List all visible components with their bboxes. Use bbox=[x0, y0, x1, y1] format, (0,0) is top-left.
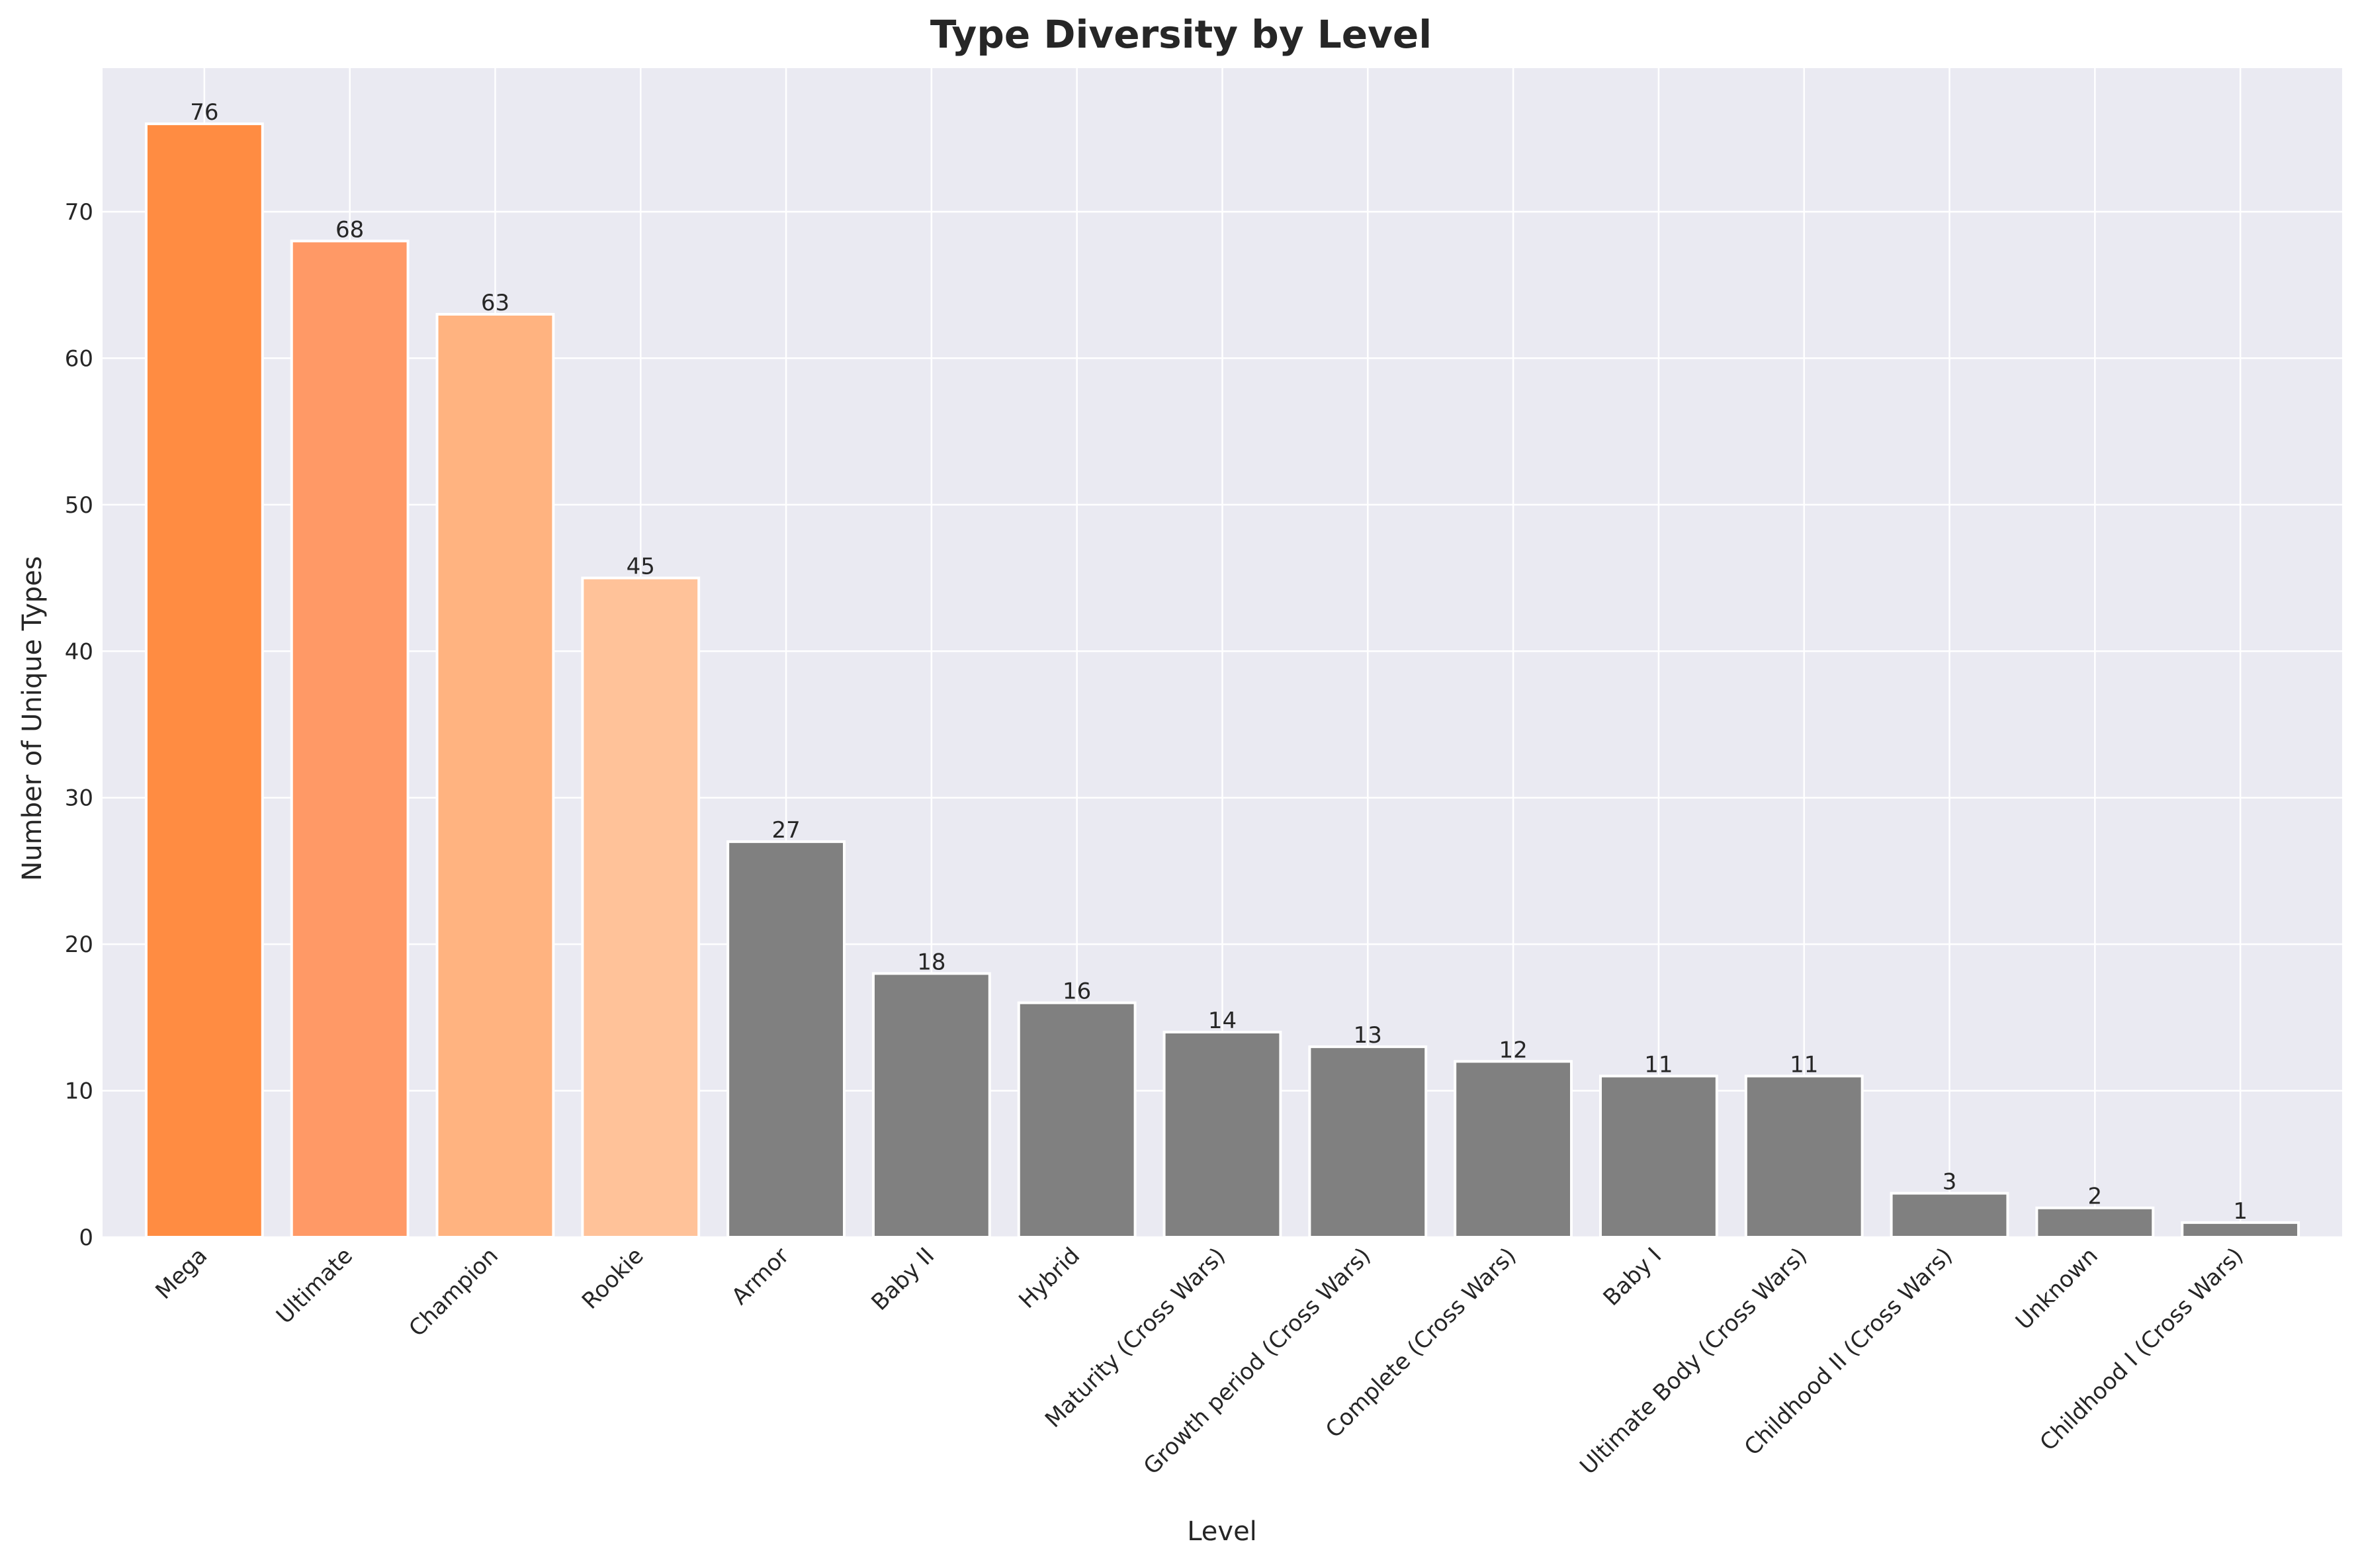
bar-complete-cross-wars bbox=[1454, 1060, 1573, 1239]
x-tick-label: Armor bbox=[726, 1242, 794, 1310]
x-tick-label: Baby II bbox=[866, 1242, 940, 1316]
y-tick-label: 50 bbox=[65, 492, 93, 519]
bar-rookie bbox=[581, 576, 701, 1239]
y-tick-label: 10 bbox=[65, 1078, 93, 1105]
bar-value-label: 27 bbox=[771, 817, 800, 844]
x-tick-label: Champion bbox=[404, 1242, 503, 1342]
bar-value-label: 18 bbox=[917, 949, 945, 975]
y-tick-label: 60 bbox=[65, 345, 93, 372]
bar-value-label: 76 bbox=[190, 99, 218, 126]
bar-value-label: 3 bbox=[1943, 1169, 1957, 1196]
y-tick-label: 70 bbox=[65, 199, 93, 226]
bar-value-label: 45 bbox=[627, 554, 655, 580]
bar-value-label: 63 bbox=[481, 290, 509, 316]
bar-maturity-cross-wars bbox=[1162, 1031, 1282, 1239]
bar-hybrid bbox=[1017, 1001, 1137, 1239]
y-tick-label: 20 bbox=[65, 932, 93, 958]
bar-value-label: 13 bbox=[1354, 1022, 1382, 1049]
bar-baby-ii bbox=[871, 972, 991, 1239]
bar-armor bbox=[726, 840, 846, 1239]
bar-value-label: 68 bbox=[335, 216, 364, 243]
bar-childhood-ii-cross-wars bbox=[1890, 1192, 2009, 1239]
y-axis-ticks: 0 10 20 30 40 50 60 70 bbox=[65, 199, 93, 1251]
chart-title: Type Diversity by Level bbox=[930, 12, 1432, 57]
y-tick-label: 40 bbox=[65, 638, 93, 665]
x-axis-ticks: Mega Ultimate Champion Rookie Armor Baby II Hy… bbox=[150, 1242, 2248, 1480]
y-tick-label: 0 bbox=[79, 1225, 93, 1251]
bars bbox=[144, 122, 2300, 1239]
bar-unknown bbox=[2035, 1206, 2155, 1239]
bar-value-label: 2 bbox=[2088, 1184, 2103, 1210]
x-tick-label: Rookie bbox=[577, 1242, 649, 1315]
bar-value-label: 11 bbox=[1790, 1051, 1818, 1078]
bar-ultimate bbox=[290, 240, 410, 1239]
x-tick-label: Growth period (Cross Wars) bbox=[1139, 1242, 1376, 1480]
bar-mega bbox=[144, 122, 264, 1239]
data-labels: 76 68 63 45 27 18 16 14 13 12 11 11 3 2 1 bbox=[190, 99, 2248, 1225]
x-tick-label: Hybrid bbox=[1014, 1242, 1085, 1314]
x-tick-label: Mega bbox=[150, 1242, 212, 1305]
bar-baby-i bbox=[1598, 1074, 1718, 1239]
bar-champion bbox=[435, 313, 555, 1239]
bar-value-label: 11 bbox=[1644, 1051, 1673, 1078]
bar-childhood-i-cross-wars bbox=[2181, 1221, 2300, 1239]
bar-value-label: 16 bbox=[1063, 979, 1091, 1005]
bar-growth-period-cross-wars bbox=[1308, 1045, 1428, 1239]
x-tick-label: Unknown bbox=[2011, 1242, 2103, 1335]
y-tick-label: 30 bbox=[65, 785, 93, 812]
x-tick-label: Ultimate bbox=[271, 1242, 358, 1329]
bar-ultimate-body-cross-wars bbox=[1744, 1074, 1864, 1239]
x-tick-label: Ultimate Body (Cross Wars) bbox=[1575, 1242, 1812, 1480]
y-axis-label: Number of Unique Types bbox=[17, 556, 48, 881]
x-axis-label: Level bbox=[1187, 1516, 1257, 1547]
bar-value-label: 14 bbox=[1208, 1008, 1237, 1034]
x-tick-label: Baby I bbox=[1598, 1242, 1667, 1311]
bar-value-label: 12 bbox=[1499, 1037, 1527, 1063]
bar-value-label: 1 bbox=[2233, 1198, 2248, 1225]
